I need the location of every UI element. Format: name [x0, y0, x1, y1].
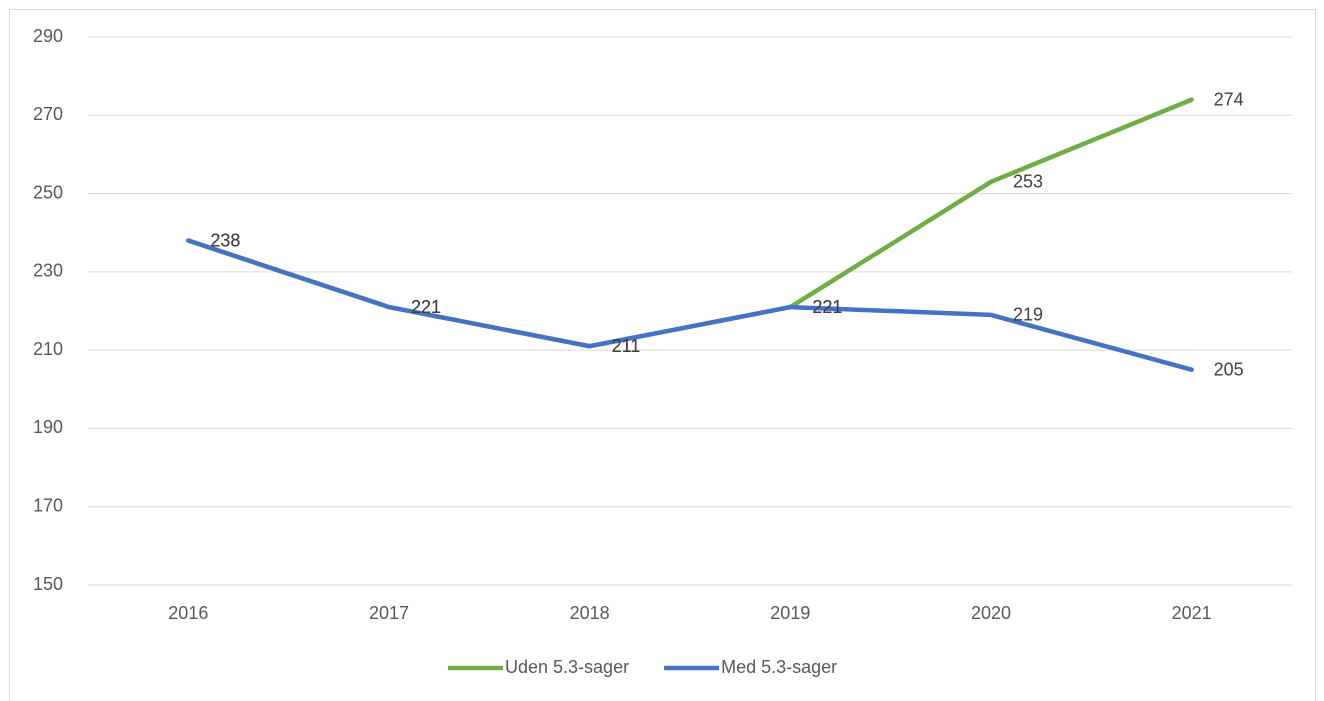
- data-label: 221: [411, 297, 441, 317]
- x-tick-label: 2020: [971, 603, 1011, 623]
- data-label: 211: [612, 336, 641, 356]
- chart-frame: [9, 9, 1316, 701]
- y-tick-label: 270: [33, 104, 63, 124]
- y-tick-label: 170: [33, 495, 63, 515]
- y-tick-label: 250: [33, 182, 63, 202]
- legend-label: Med 5.3-sager: [721, 657, 837, 677]
- y-tick-label: 230: [33, 261, 63, 281]
- data-label: 221: [812, 297, 842, 317]
- x-tick-label: 2017: [369, 603, 409, 623]
- data-label: 219: [1013, 305, 1043, 325]
- data-label: 211: [612, 336, 641, 356]
- legend-label: Uden 5.3-sager: [505, 657, 629, 677]
- line-series: [186, 238, 1194, 372]
- x-tick-label: 2018: [570, 603, 610, 623]
- data-label: 253: [1013, 172, 1043, 192]
- y-tick-label: 190: [33, 417, 63, 437]
- y-tick-label: 150: [33, 574, 63, 594]
- y-tick-label: 210: [33, 339, 63, 359]
- data-label: 221: [812, 297, 842, 317]
- data-label: 221: [411, 297, 441, 317]
- data-label: 274: [1214, 89, 1244, 109]
- x-tick-label: 2016: [168, 603, 208, 623]
- y-tick-label: 290: [33, 26, 63, 46]
- data-label: 238: [210, 230, 240, 250]
- data-label: 238: [210, 230, 240, 250]
- data-label: 205: [1214, 359, 1244, 379]
- x-tick-label: 2021: [1172, 603, 1212, 623]
- x-tick-label: 2019: [770, 603, 810, 623]
